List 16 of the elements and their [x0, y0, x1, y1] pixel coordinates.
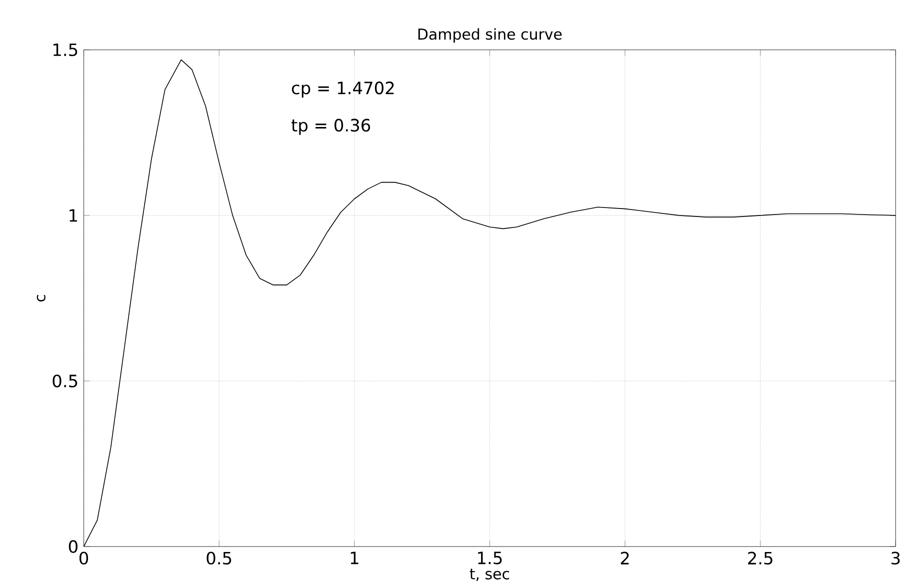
- x-tick-label: 0.5: [206, 552, 232, 564]
- y-tick-label: 1: [70, 209, 78, 222]
- x-axis-title: t, sec: [470, 568, 510, 581]
- y-tick-label: 0: [68, 540, 78, 553]
- annotation: tp = 0.36: [291, 118, 370, 135]
- x-tick-label: 3: [892, 552, 900, 564]
- y-axis-title: c: [36, 294, 46, 302]
- y-tick-label: 0.5: [52, 374, 78, 388]
- x-tick-label: 1.5: [478, 552, 502, 564]
- x-tick-label: 0: [79, 552, 88, 564]
- x-tick-label: 2.5: [748, 552, 772, 564]
- x-tick-label: 2: [620, 552, 629, 564]
- chart-title: Damped sine curve: [418, 28, 562, 42]
- x-tick-label: 1: [350, 552, 358, 564]
- y-tick-label: 1.5: [53, 43, 78, 56]
- annotation: cp = 1.4702: [292, 81, 394, 98]
